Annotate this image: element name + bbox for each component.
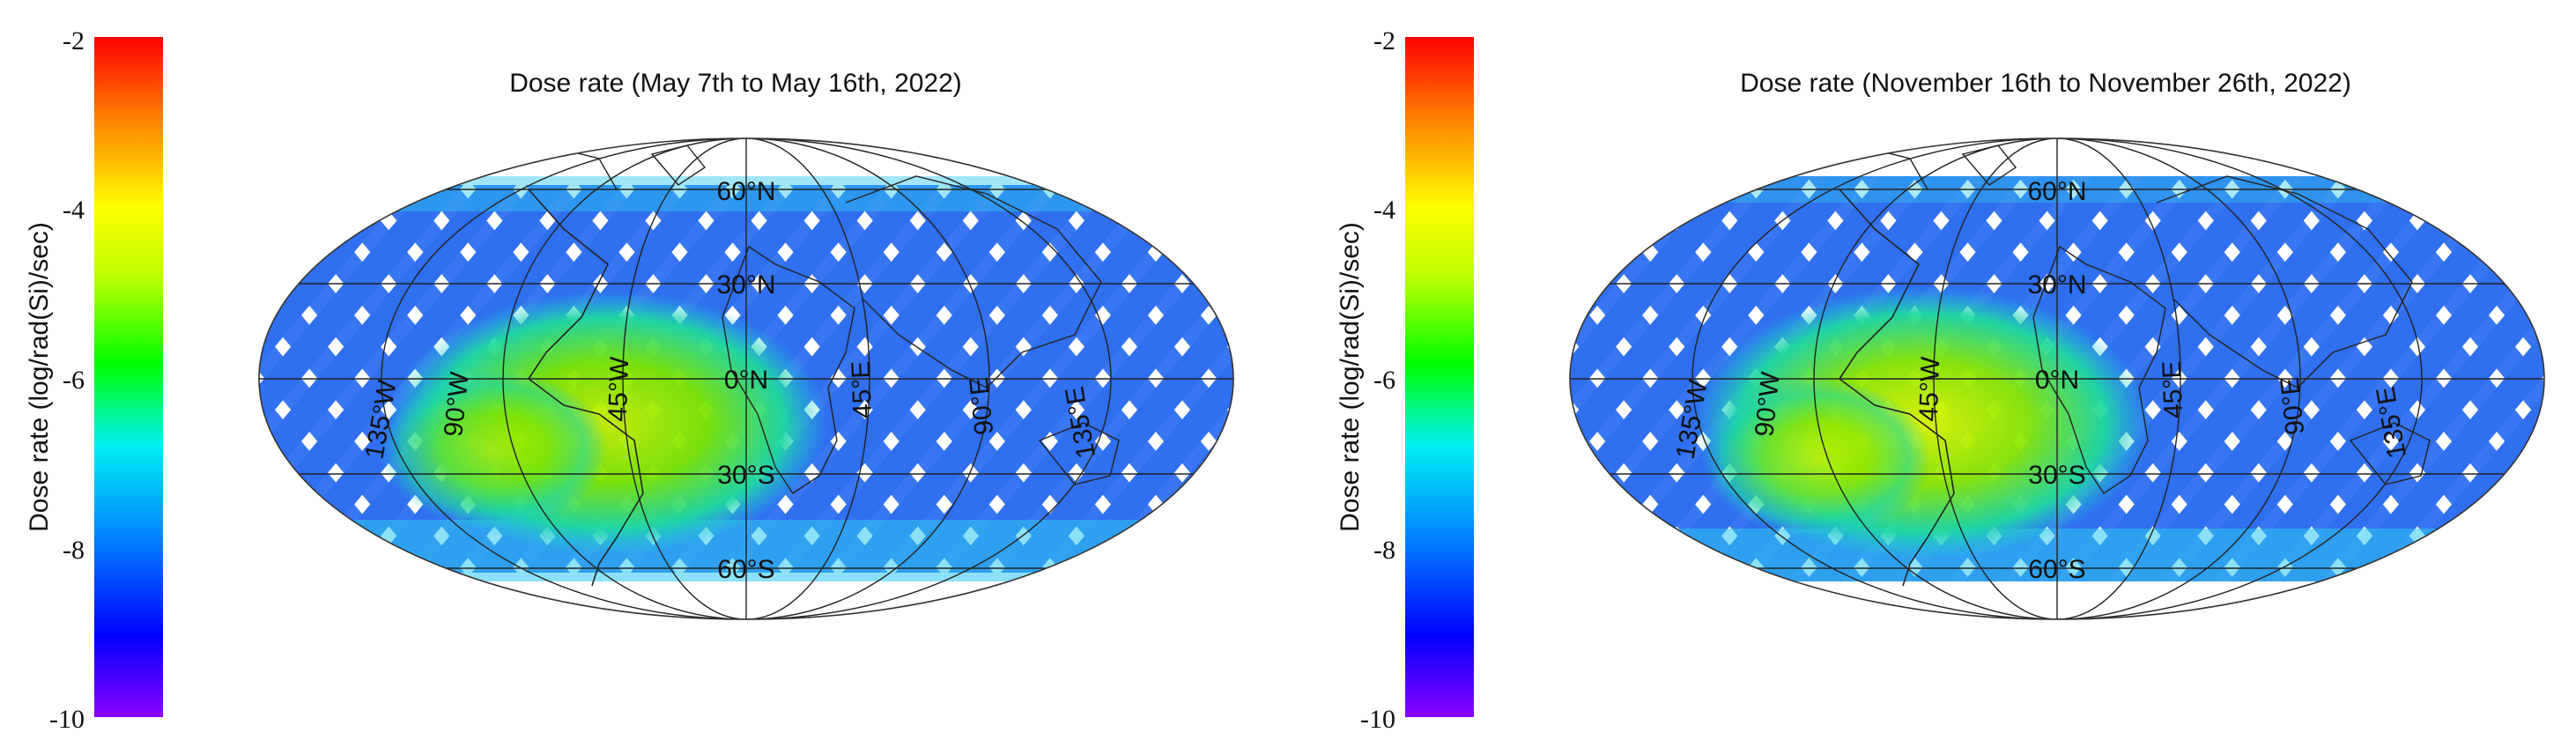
dose-rate-map-svg: -2 -4 -6 -8 -10 Dose rate (log/rad(Si)/s… [25, 26, 1234, 734]
lat-label: 30°S [2028, 461, 2085, 490]
dose-rate-map-svg: -2 -4 -6 -8 -10 Dose rate (log/rad(Si)/s… [1336, 26, 2545, 734]
world-map [1570, 138, 2544, 619]
colorbar-tick-label: -2 [1373, 26, 1395, 56]
colorbar [94, 37, 163, 717]
map-boundary [1569, 137, 2545, 620]
lat-label: 30°N [2027, 270, 2086, 300]
lat-label: 60°S [717, 555, 774, 584]
map-boundary [258, 137, 1234, 620]
colorbar-tick-label: -8 [63, 536, 85, 565]
lon-label: 45°E [847, 360, 877, 419]
lon-label: 90°E [2276, 376, 2311, 436]
colorbar [1405, 37, 1474, 717]
colorbar-label: Dose rate (log/rad(Si)/sec) [1336, 222, 1365, 532]
colorbar-tick-label: -10 [1360, 705, 1395, 734]
colorbar-tick-label: -8 [1373, 536, 1395, 565]
colorbar-tick-label: -6 [1373, 366, 1395, 395]
lat-label: 30°S [717, 461, 774, 490]
lon-label: 90°E [965, 376, 1000, 436]
dose-rate-panel-may: -2 -4 -6 -8 -10 Dose rate (log/rad(Si)/s… [25, 26, 1234, 734]
colorbar-tick-label: -10 [49, 705, 85, 734]
colorbar-tick-label: -2 [63, 26, 85, 56]
map-title: Dose rate (November 16th to November 26t… [1740, 69, 2351, 98]
colorbar-tick-label: -6 [63, 366, 85, 395]
lat-label: 0°N [2035, 366, 2079, 395]
lat-label: 30°N [716, 270, 775, 300]
lat-label: 60°N [716, 177, 775, 206]
map-title: Dose rate (May 7th to May 16th, 2022) [509, 69, 962, 98]
dose-rate-panel-november: -2 -4 -6 -8 -10 Dose rate (log/rad(Si)/s… [1288, 0, 2576, 755]
colorbar-tick-label: -4 [63, 196, 85, 225]
lat-label: 0°N [724, 366, 768, 395]
lon-label: 45°E [2158, 360, 2188, 419]
lon-label: 90°W [439, 370, 475, 438]
lat-label: 60°S [2028, 555, 2085, 584]
colorbar-label: Dose rate (log/rad(Si)/sec) [25, 222, 54, 532]
lon-label: 45°W [1914, 356, 1946, 422]
lon-label: 90°W [1750, 370, 1786, 438]
lon-label: 45°W [603, 356, 635, 422]
colorbar-tick-label: -4 [1373, 196, 1395, 225]
lat-label: 60°N [2027, 177, 2086, 206]
